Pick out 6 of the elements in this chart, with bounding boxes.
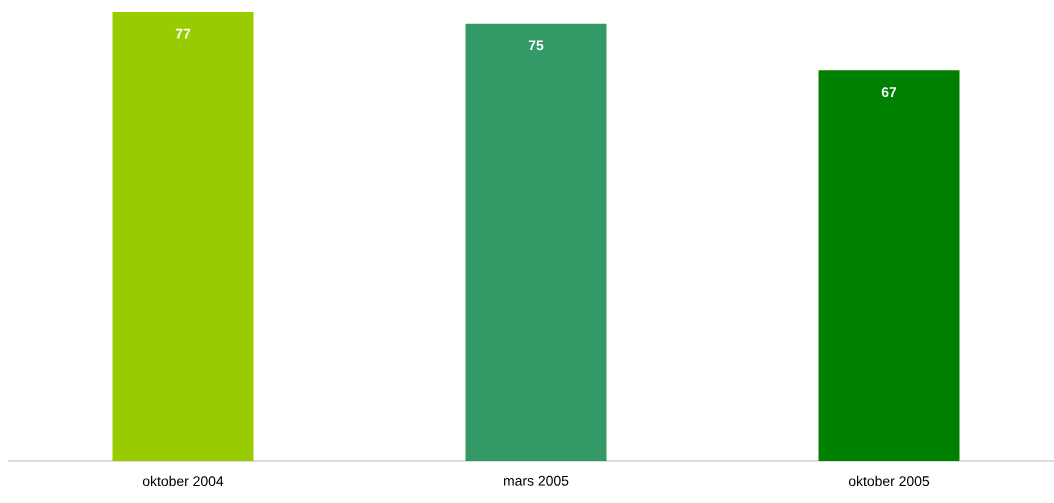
x-tick-label: mars 2005 xyxy=(503,475,569,486)
x-tick-label: oktober 2004 xyxy=(142,475,224,487)
data-label: 77 xyxy=(175,28,191,39)
data-label: 75 xyxy=(528,40,544,51)
x-tick-label: oktober 2005 xyxy=(848,475,930,487)
data-label: 67 xyxy=(881,87,897,98)
